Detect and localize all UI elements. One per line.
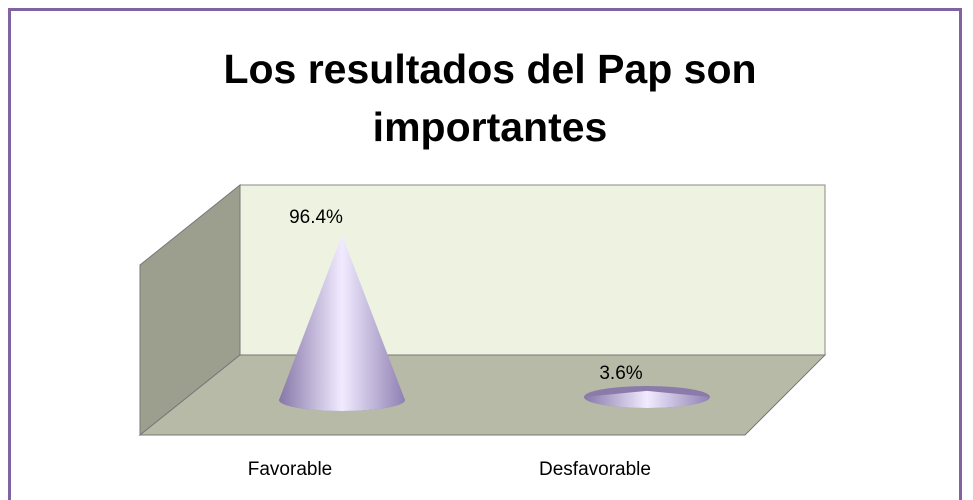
cone bbox=[279, 235, 405, 411]
x-tick-label: Favorable bbox=[248, 459, 333, 480]
data-label: 3.6% bbox=[599, 363, 642, 384]
data-label: 96.4% bbox=[289, 207, 343, 228]
chart-frame bbox=[8, 8, 962, 500]
chart-title: Los resultados del Pap son importantes bbox=[223, 46, 757, 150]
floor bbox=[138, 354, 827, 436]
cone bbox=[584, 390, 710, 408]
x-tick-label: Desfavorable bbox=[539, 459, 651, 480]
